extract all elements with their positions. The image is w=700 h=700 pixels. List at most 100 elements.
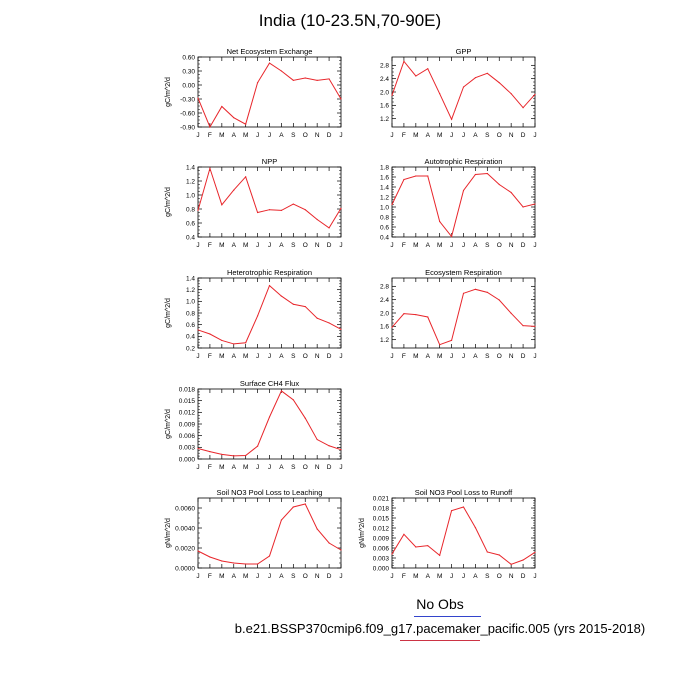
data-point: [474, 173, 477, 176]
x-tick-label: D: [521, 132, 526, 139]
y-tick-label: -0.60: [180, 110, 195, 117]
chart-title: Ecosystem Respiration: [425, 268, 502, 277]
data-point: [391, 553, 393, 555]
series-line: [197, 284, 342, 345]
data-point: [316, 218, 318, 221]
series-line: [197, 503, 342, 565]
x-tick-label: J: [390, 242, 393, 249]
y-tick-label: 0.00: [182, 82, 195, 89]
plot-frame: [197, 497, 342, 569]
y-tick-label: 1.6: [380, 324, 389, 331]
x-tick-label: J: [339, 464, 342, 471]
y-tick-label: 0.0020: [175, 545, 195, 552]
x-tick-label: D: [327, 242, 332, 249]
data-point: [534, 325, 536, 327]
data-point: [340, 207, 342, 209]
y-tick-label: 0.018: [373, 505, 390, 512]
x-tick-label: D: [521, 353, 526, 360]
data-point: [221, 105, 223, 108]
data-point: [486, 551, 488, 553]
legend-label: No Obs: [416, 596, 464, 612]
y-tick-label: 1.6: [380, 174, 389, 181]
y-tick-label: 1.2: [380, 116, 389, 123]
data-point: [474, 288, 477, 290]
data-point: [450, 235, 453, 238]
y-tick-label: 0.4: [380, 234, 389, 241]
x-tick-label: A: [232, 242, 237, 249]
data-point: [304, 417, 306, 419]
data-point: [304, 305, 306, 308]
x-tick-label: J: [256, 464, 259, 471]
y-tick-label: 0.4: [186, 334, 195, 341]
data-point: [209, 556, 211, 558]
data-point: [245, 454, 247, 457]
x-tick-label: J: [268, 464, 271, 471]
data-point: [328, 445, 330, 447]
x-tick-label: J: [339, 573, 342, 580]
y-tick-label: 0.30: [182, 68, 195, 75]
data-point: [268, 555, 271, 557]
data-point: [486, 172, 488, 175]
chart-title: Surface CH4 Flux: [240, 379, 299, 388]
x-tick-label: M: [243, 132, 248, 139]
data-point: [245, 563, 247, 565]
x-tick-label: N: [509, 242, 514, 249]
y-tick-label: 0.0000: [175, 565, 195, 572]
y-axis-label: gN/m^2/d: [359, 518, 366, 548]
data-point: [316, 438, 318, 441]
x-tick-label: F: [208, 573, 212, 580]
chart-panel: Soil NO3 Pool Loss to Runoff gN/m^2/d 0.02…: [359, 488, 537, 580]
y-tick-label: 1.4: [186, 164, 195, 171]
data-point: [233, 562, 235, 564]
data-point: [233, 189, 235, 191]
x-tick-label: A: [473, 242, 478, 249]
x-tick-label: M: [243, 353, 248, 360]
data-point: [221, 204, 223, 206]
x-tick-label: M: [219, 132, 224, 139]
x-tick-label: S: [485, 353, 490, 360]
x-tick-label: M: [219, 464, 224, 471]
x-tick-label: J: [196, 132, 199, 139]
y-tick-label: 0.6: [380, 224, 389, 231]
data-point: [256, 211, 259, 214]
x-tick-label: M: [413, 353, 418, 360]
data-point: [280, 295, 283, 297]
data-point: [522, 107, 524, 109]
x-tick-label: F: [208, 353, 212, 360]
series-line: [197, 166, 342, 229]
y-tick-label: 2.0: [380, 89, 389, 96]
data-point: [316, 528, 318, 530]
chart-panel: Soil NO3 Pool Loss to LeachinggN/m^2/d0.…: [165, 488, 343, 580]
x-tick-label: J: [268, 132, 271, 139]
x-tick-label: S: [291, 132, 296, 139]
x-tick-label: A: [232, 464, 237, 471]
x-tick-label: O: [497, 242, 502, 249]
x-tick-label: M: [413, 132, 418, 139]
data-point: [498, 299, 500, 301]
data-point: [280, 70, 283, 72]
y-tick-label: 0.015: [179, 398, 196, 405]
data-point: [280, 519, 283, 521]
x-tick-label: M: [437, 242, 442, 249]
x-tick-label: O: [303, 353, 308, 360]
x-tick-label: J: [450, 353, 453, 360]
data-point: [280, 390, 283, 392]
data-point: [328, 78, 330, 80]
x-tick-label: N: [315, 573, 320, 580]
data-point: [510, 191, 512, 194]
data-point: [209, 333, 211, 335]
y-tick-label: 0.000: [179, 456, 196, 463]
data-point: [304, 503, 306, 505]
data-point: [498, 82, 500, 84]
x-tick-label: A: [232, 353, 237, 360]
y-axis-label: gC/m^2/d: [165, 298, 172, 328]
data-point: [256, 445, 259, 447]
plot-frame: [197, 166, 342, 238]
data-point: [245, 123, 247, 125]
x-tick-label: J: [339, 132, 342, 139]
x-tick-label: J: [196, 242, 199, 249]
x-tick-label: N: [315, 464, 320, 471]
data-point: [522, 559, 524, 561]
data-point: [403, 60, 405, 62]
